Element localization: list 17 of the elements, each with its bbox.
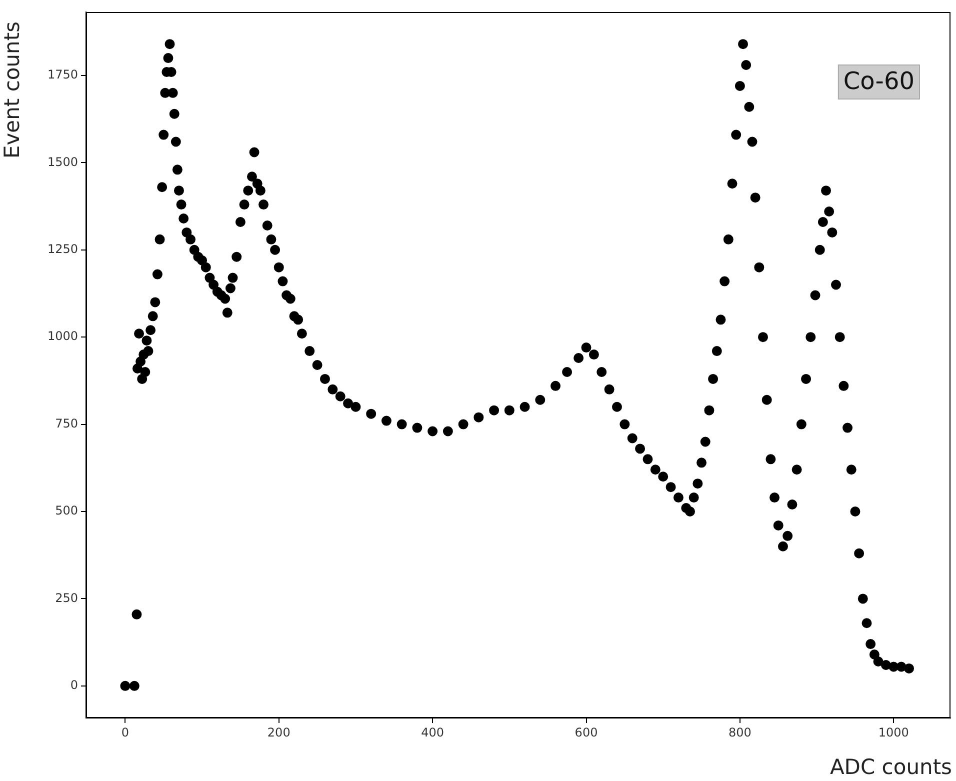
y-tick-label: 1000: [47, 329, 78, 344]
x-tick-label: 1000: [878, 725, 909, 740]
x-axis-title: ADC counts: [830, 755, 952, 779]
x-tick-label: 800: [728, 725, 752, 740]
y-tick-label: 750: [55, 416, 78, 430]
x-tick-label: 600: [574, 725, 598, 740]
y-tick-label: 1250: [47, 242, 78, 256]
y-tick-label: 1750: [47, 68, 78, 82]
x-tick-label: 0: [121, 725, 130, 740]
y-axis-title: Event counts: [0, 20, 24, 160]
x-tick-label: 400: [421, 725, 444, 740]
y-tick-label: 500: [55, 504, 78, 518]
annotation: Co-60: [843, 67, 915, 96]
y-tick-label: 250: [55, 590, 78, 605]
y-tick-label: 0: [70, 678, 78, 692]
x-tick-label: 200: [267, 725, 290, 740]
y-tick-label: 1500: [47, 154, 78, 169]
